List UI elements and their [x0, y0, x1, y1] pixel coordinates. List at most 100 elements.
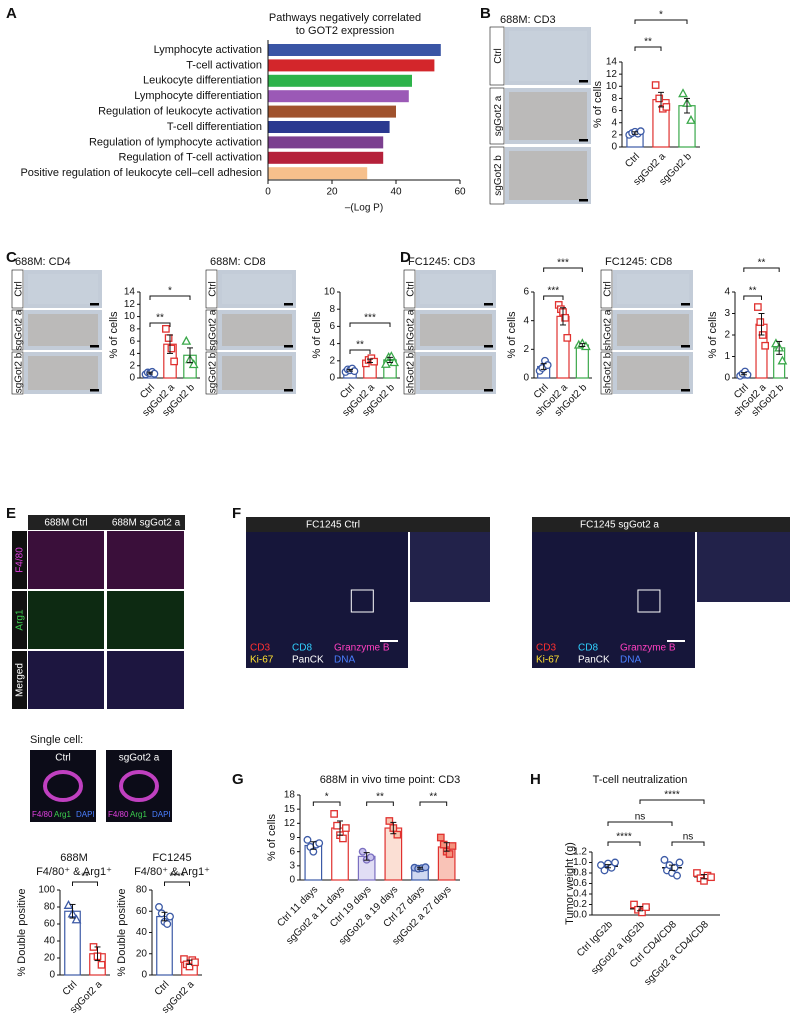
panel-letter: H [530, 771, 541, 788]
micrograph-texture [420, 314, 492, 346]
legend-entry: F4/80 [32, 810, 53, 819]
panel-letter: B [480, 5, 491, 22]
significance-label: ** [81, 872, 89, 883]
point [157, 909, 166, 918]
point [600, 866, 609, 875]
point [630, 900, 638, 909]
x-tick-label: 20 [326, 187, 338, 198]
y-tick-label: 80 [136, 885, 148, 896]
chart-title: T-cell neutralization [593, 774, 688, 786]
y-tick-label: 10 [324, 287, 336, 298]
point [167, 344, 176, 353]
row-label: shGot2 a [603, 309, 614, 350]
y-tick-label: 9 [289, 832, 295, 843]
y-tick-label: 4 [523, 315, 529, 326]
panel-letter: A [6, 5, 17, 22]
label-box [11, 351, 24, 395]
y-tick-label: 6 [523, 287, 529, 298]
scale-bar [90, 303, 99, 306]
point [707, 873, 715, 882]
significance-label: ns [635, 812, 646, 823]
x-tick-label: 0 [265, 187, 271, 198]
label-box [205, 351, 218, 395]
significance-bracket [366, 801, 394, 806]
row-label: Ctrl [406, 281, 417, 297]
point [597, 861, 605, 870]
point [670, 863, 679, 872]
significance-label: *** [364, 313, 376, 324]
y-tick-label: 3 [724, 308, 730, 319]
legend-entry: Granzyme B [620, 643, 676, 654]
legend-entry: CD8 [292, 643, 312, 654]
category-label: Regulation of leukocyte activation [98, 106, 262, 118]
legend-entry: Arg1 [130, 810, 147, 819]
point [675, 858, 684, 867]
row-label: sgGot2 b [14, 352, 25, 393]
chart-title: 688M [60, 852, 88, 864]
point [339, 834, 347, 843]
point [303, 835, 312, 844]
legend-entry: Ki-67 [250, 655, 274, 666]
micrograph-texture [509, 92, 587, 140]
label-box [12, 531, 27, 589]
y-tick-label: 6 [611, 105, 617, 116]
point [611, 858, 619, 867]
scale-bar [681, 303, 690, 306]
micrograph-texture [617, 314, 689, 346]
significance-label: * [168, 286, 172, 297]
panel-letter: E [6, 505, 16, 522]
significance-label: ** [376, 792, 384, 803]
bar [268, 59, 435, 72]
point [421, 863, 430, 872]
label-box [600, 351, 613, 395]
significance-bracket [149, 295, 191, 300]
category-label: Regulation of T-cell activation [119, 152, 263, 164]
bar [268, 167, 368, 180]
y-axis-label: % of cells [108, 311, 120, 359]
bar [268, 74, 412, 87]
point [777, 355, 788, 365]
scale-bar [579, 139, 588, 142]
y-tick-label: 1.2 [573, 847, 587, 858]
significance-label: * [659, 10, 663, 21]
y-tick-label: 1 [724, 351, 730, 362]
significance-bracket [607, 841, 641, 846]
label-box [403, 309, 416, 351]
micrograph [28, 531, 104, 589]
significance-label: *** [557, 258, 569, 269]
y-tick-label: 0.0 [573, 910, 587, 921]
header-bar [28, 515, 185, 530]
micrograph [30, 750, 96, 822]
row-label: F4/80 [15, 547, 26, 573]
image-title: FC1245 Ctrl [306, 520, 360, 531]
point [678, 88, 688, 98]
y-axis-label: % of cells [592, 80, 604, 128]
micrograph [107, 651, 184, 709]
header-bar [532, 517, 790, 532]
scale-bar [484, 303, 493, 306]
row-label: sgGot2 a [14, 309, 25, 350]
point [445, 850, 454, 858]
micrograph-texture [617, 274, 689, 304]
image-title: 688M sgGot2 a [112, 518, 181, 529]
significance-bracket [543, 267, 583, 272]
y-tick-label: 40 [136, 927, 148, 938]
y-axis-label: % Double positive [16, 888, 28, 976]
x-tick-label: 60 [454, 187, 466, 198]
y-tick-label: 2 [724, 330, 730, 341]
row-label: sgGot2 a [208, 309, 219, 350]
significance-label: ** [356, 340, 364, 351]
image-title: FC1245: CD3 [408, 256, 475, 268]
row-label: Ctrl [208, 281, 219, 297]
row-label: shGot2 a [406, 309, 417, 350]
point [638, 908, 646, 917]
label-box [489, 146, 505, 205]
point [436, 833, 445, 842]
legend-entry: DAPI [76, 810, 95, 819]
label-box [12, 651, 27, 709]
y-axis-label: % of cells [506, 311, 518, 359]
y-axis-label: % of cells [266, 813, 278, 861]
significance-bracket [634, 46, 662, 51]
significance-label: *** [547, 286, 559, 297]
